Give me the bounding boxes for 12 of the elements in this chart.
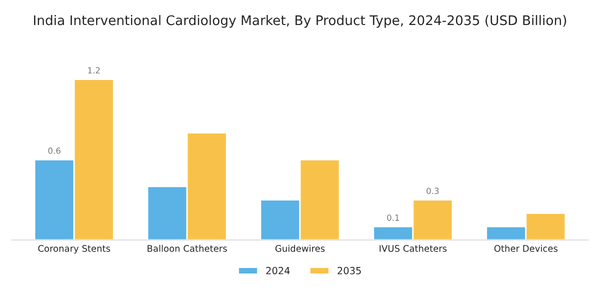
legend-label: 2035 [338, 266, 361, 274]
x-tick-label: Guidewires [275, 244, 325, 252]
x-tick-label: Other Devices [494, 244, 558, 252]
data-label: 0.6 [48, 148, 60, 154]
x-tick-label: Coronary Stents [38, 245, 110, 254]
data-label: 0.1 [387, 214, 400, 221]
x-tick-label: Balloon Catheters [148, 244, 227, 252]
x-tick-label: IVUS Catheters [380, 244, 447, 252]
data-label: 1.2 [88, 67, 100, 74]
legend-label: 2024 [266, 266, 290, 274]
data-label: 0.3 [426, 188, 439, 194]
chart-title: India Interventional Cardiology Market, By Product Type, 2024-2035 (USD Billion) [34, 15, 566, 28]
